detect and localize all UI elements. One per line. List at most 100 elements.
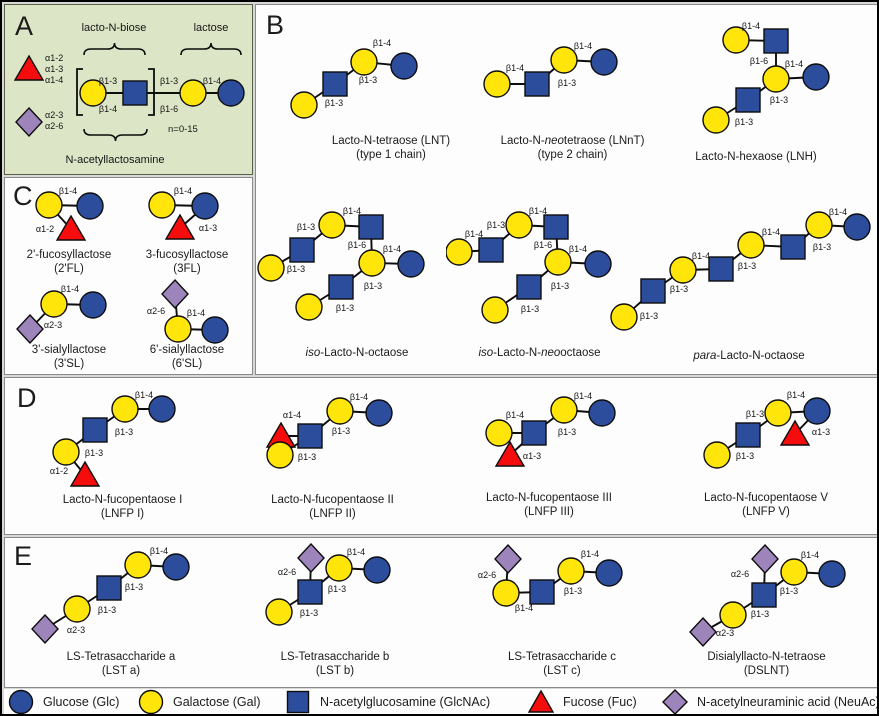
- fuc-icon-shape: [528, 689, 555, 713]
- legend-label: N-acetylglucosamine (GlcNAc): [320, 694, 491, 709]
- linkage-label: β1-3: [336, 303, 354, 313]
- gal-node: [550, 46, 578, 74]
- neuac-node: [161, 278, 189, 310]
- gal-node: [266, 441, 294, 469]
- neuac-node: [689, 616, 717, 648]
- structure-para-lno: β1-3 β1-3 β1-4 β1-3 β1-4 β1-3 β1-4 para-Lacto-N…: [609, 185, 875, 364]
- gal-node: [35, 191, 63, 219]
- legend-label: Fucose (Fuc): [563, 694, 637, 709]
- gal-node: [124, 551, 152, 579]
- linkage-label: β1-6: [160, 104, 178, 114]
- legend-item-glc: Glucose (Glc): [8, 689, 119, 714]
- gal-node: [148, 191, 176, 219]
- curly-brace: [83, 42, 146, 56]
- glcnac-node: [524, 71, 550, 97]
- linkage-label: α2-3: [716, 628, 734, 638]
- legend-item-fuc: Fucose (Fuc): [528, 689, 637, 714]
- repeat-bracket: [76, 68, 83, 116]
- gal-node: [358, 249, 386, 277]
- panel-a-letter: A: [15, 11, 34, 41]
- panel-c-letter: C: [13, 181, 33, 211]
- legend-item-gal: Galactose (Gal): [138, 689, 261, 714]
- 6sl-diagram: α2-6 β1-4: [147, 278, 229, 344]
- gal-node: [40, 290, 68, 318]
- glc-node: [397, 250, 425, 278]
- structure-lnh: β1-4 β1-6 β1-4 β1-3 β1-3 Lacto-N-hexaose (LNH…: [671, 15, 861, 165]
- linkage-label: β1-4: [174, 186, 192, 196]
- linkage-label: β1-4: [785, 59, 803, 69]
- linkage-label: β1-4: [574, 391, 592, 401]
- fuc-node: [779, 419, 811, 446]
- lnfp1-diagram: α1-2 β1-3 β1-3 β1-4: [50, 390, 176, 487]
- gal-node: [780, 558, 808, 586]
- glcnac-node: [735, 422, 761, 448]
- glcnac-node: [751, 582, 777, 608]
- lnfp2-caption: Lacto-N-fucopentaose II (LNFP II): [271, 494, 394, 520]
- glc-node: [843, 213, 871, 241]
- linkage-label: β1-4: [343, 206, 361, 216]
- gal-node: [492, 579, 520, 607]
- linkage-label: lacto-N-biose: [82, 22, 147, 34]
- gal-node: [52, 438, 80, 466]
- iso-lno-diagram: β1-3 β1-3 β1-4 β1-6 β1-4 β1-3 β1-3: [257, 206, 425, 321]
- linkage-label: β1-3: [287, 264, 305, 274]
- structure-lnfp3: β1-4 α1-3 β1-3 β1-4 Lacto-N-fucopentaose III…: [440, 386, 650, 520]
- fuc-icon: [528, 689, 555, 713]
- 2fl-diagram: β1-4 α1-2: [35, 186, 104, 241]
- linkage-label: β1-3: [551, 281, 569, 291]
- glcnac-node: [516, 274, 542, 300]
- linkage-label: β1-3: [558, 78, 576, 88]
- gal-node: [557, 557, 585, 585]
- linkage-label: β1-4: [99, 104, 117, 114]
- gal-node: [805, 211, 833, 239]
- structure-lstb: α2-6 β1-3 β1-3 β1-4 LS-Tetrasaccharide b (LST…: [235, 543, 450, 679]
- linkage-label: β1-4: [692, 251, 710, 261]
- linkage-label: β1-4: [373, 38, 391, 48]
- neuac-icon: [662, 689, 688, 714]
- glcnac-node: [780, 234, 806, 260]
- fuc-node: [494, 440, 526, 467]
- structure-6sl: α2-6 β1-4 6'-sialyllactose (6'SL): [127, 274, 247, 372]
- structure-iso-lno: β1-3 β1-3 β1-4 β1-6 β1-4 β1-3 β1-3 iso-Lacto-N-…: [256, 190, 486, 361]
- linkage-label: β1-3: [670, 284, 688, 294]
- linkage-label: α2-3: [44, 320, 62, 330]
- glcnac-node: [122, 80, 148, 106]
- glcnac-node: [82, 417, 108, 443]
- gal-node: [485, 419, 513, 447]
- gal-node: [257, 254, 285, 282]
- curly-brace: [83, 128, 148, 142]
- legend-item-glcnac: N-acetylglucosamine (GlcNAc): [285, 689, 490, 714]
- linkage-label: α2-3: [45, 110, 63, 120]
- linkage-label: β1-4: [135, 390, 153, 400]
- linkage-label: α1-2: [50, 466, 68, 476]
- 6sl-caption: 6'-sialyllactose (6'SL): [149, 344, 225, 370]
- legend-label: Glucose (Glc): [43, 694, 120, 709]
- glc-node: [365, 399, 393, 427]
- linkage-label: β1-3: [325, 98, 343, 108]
- gal-node: [702, 106, 730, 134]
- linkage-label: β1-6: [750, 56, 768, 66]
- gal-node: [669, 256, 697, 284]
- linkage-label: α1-2: [45, 53, 63, 63]
- gal-node: [505, 211, 533, 239]
- lnfp1-caption: Lacto-N-fucopentaose I (LNFP I): [62, 494, 183, 520]
- dslnt-caption: Disialyllacto-N-tetraose (DSLNT): [707, 651, 826, 677]
- structure-lnfp2: α1-4 β1-3 β1-3 β1-4 Lacto-N-fucopentaose II(…: [230, 386, 440, 522]
- gal-node: [164, 315, 192, 343]
- fuc-node: [13, 54, 45, 81]
- linkage-label: α2-6: [278, 567, 296, 577]
- linkage-label: β1-3: [297, 222, 315, 232]
- gal-node: [483, 70, 511, 98]
- panel-c: C β1-4 α1-2 2'-fucosyllactose (2'FL) β1-4 α1-…: [4, 177, 253, 375]
- repeat-bracket: [148, 68, 155, 116]
- 2fl-caption: 2'-fucosyllactose (2'FL): [26, 249, 112, 275]
- gal-node: [481, 296, 509, 324]
- glc-icon: [8, 689, 34, 714]
- glc-icon-shape: [8, 689, 34, 714]
- linkage-label: β1-3: [640, 311, 658, 321]
- structure-lnfp5: β1-3 β1-3 β1-4 α1-3 Lacto-N-fucopentaose V (L…: [653, 386, 875, 520]
- panel-b-letter: B: [266, 10, 285, 40]
- structure-iso-lnno: β1-4 β1-3 β1-4 β1-6 β1-4 β1-3 β1-3 iso-Lacto-N-…: [446, 190, 666, 361]
- linkage-label: β1-6: [534, 240, 552, 250]
- glcnac-node: [297, 423, 323, 449]
